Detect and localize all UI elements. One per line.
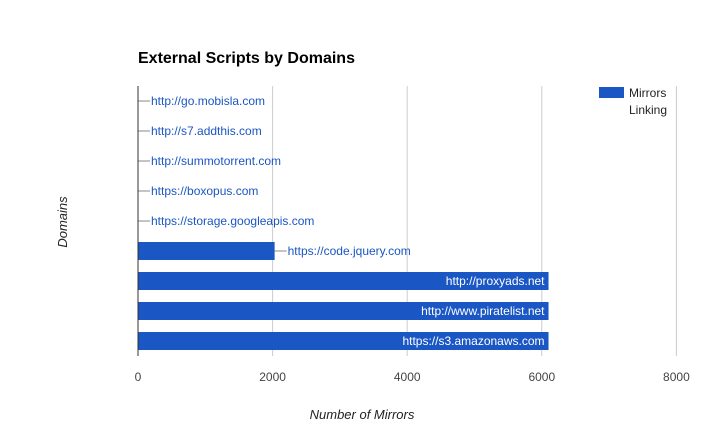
x-axis-ticks: 0 2000 4000 6000 8000 bbox=[135, 370, 690, 384]
bar bbox=[138, 332, 549, 350]
x-tick-label: 2000 bbox=[259, 370, 286, 384]
bar-label: https://storage.googleapis.com bbox=[151, 214, 314, 228]
legend: Mirrors Linking bbox=[599, 86, 667, 117]
bar bbox=[138, 302, 549, 320]
bar-label: http://s7.addthis.com bbox=[151, 124, 262, 138]
bar-label: https://s3.amazonaws.com bbox=[402, 334, 544, 348]
legend-label-line-2: Linking bbox=[629, 103, 667, 117]
bar-label: https://code.jquery.com bbox=[288, 244, 411, 258]
bar-label: http://proxyads.net bbox=[446, 274, 545, 288]
bar-label: http://www.piratelist.net bbox=[421, 304, 545, 318]
x-tick-label: 0 bbox=[135, 370, 142, 384]
bar bbox=[138, 272, 549, 290]
bar-label: http://go.mobisla.com bbox=[151, 94, 265, 108]
x-tick-label: 4000 bbox=[394, 370, 421, 384]
bars bbox=[138, 242, 549, 350]
bar-labels: http://go.mobisla.com http://s7.addthis.c… bbox=[151, 94, 545, 348]
legend-label-line-1: Mirrors bbox=[629, 86, 666, 100]
chart-title: External Scripts by Domains bbox=[138, 50, 355, 67]
x-tick-label: 8000 bbox=[663, 370, 690, 384]
legend-swatch bbox=[599, 87, 624, 98]
label-connectors bbox=[138, 100, 287, 252]
bar bbox=[138, 242, 275, 260]
y-axis-title: Domains bbox=[55, 196, 70, 248]
bar-label: https://boxopus.com bbox=[151, 184, 258, 198]
bar-label: http://summotorrent.com bbox=[151, 154, 281, 168]
x-tick-label: 6000 bbox=[528, 370, 555, 384]
x-axis-title: Number of Mirrors bbox=[310, 407, 415, 422]
